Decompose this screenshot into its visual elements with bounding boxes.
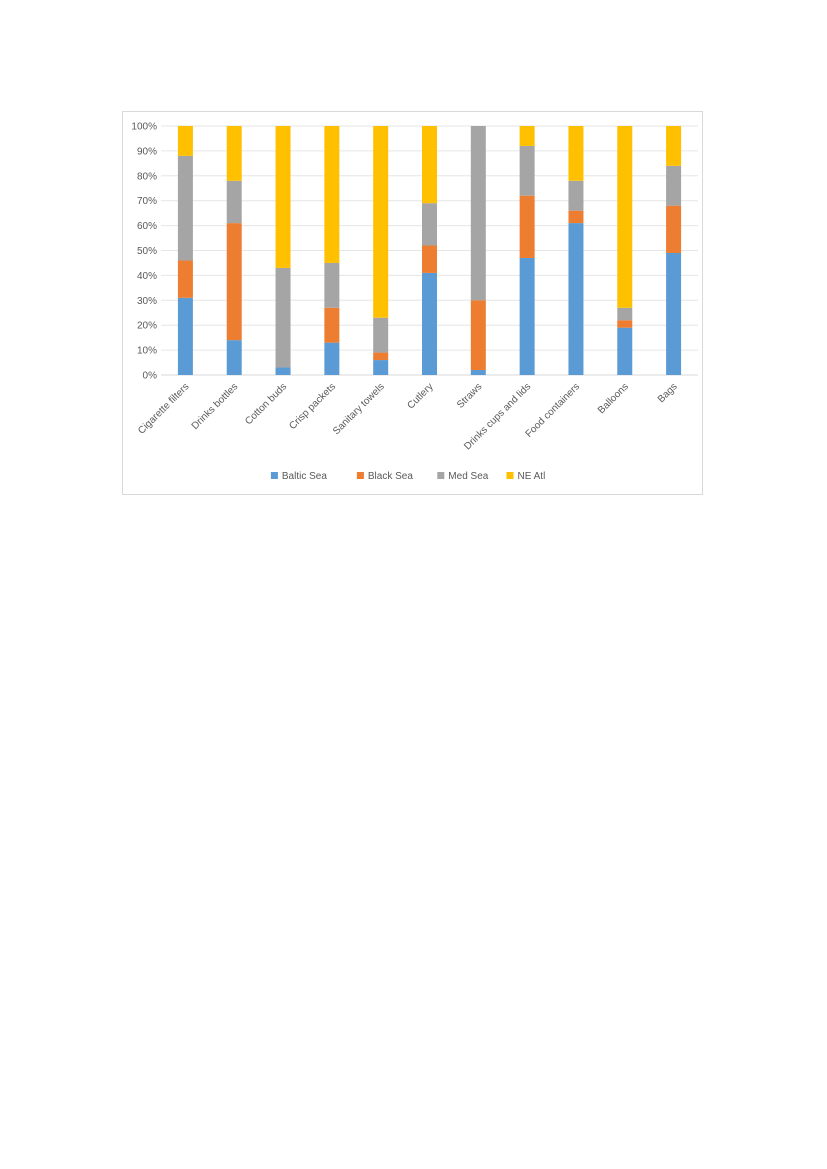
bar-segment (519, 126, 535, 146)
x-tick-label: Sanitary towels (331, 381, 387, 437)
bar-segment (275, 126, 291, 268)
bar-segment (177, 155, 193, 261)
x-tick-label: Food containers (524, 381, 582, 439)
y-tick-label: 30% (137, 296, 157, 307)
stacked-bar-chart: 0% 10% 20% 30% 40% 50% 60% 70% 80% 90% 100% Cigaret… (131, 122, 698, 482)
bar-segment (226, 180, 242, 224)
bar-segment (226, 126, 242, 181)
bar-segment (422, 272, 437, 375)
bar-segment (568, 126, 584, 181)
bar-segment (324, 342, 340, 375)
legend-swatch (356, 472, 364, 479)
bar-segment (666, 165, 682, 206)
legend-swatch (506, 472, 514, 479)
y-tick-label: 40% (137, 271, 157, 282)
legend-label: NE Atl (518, 471, 546, 482)
bar-segment (568, 180, 584, 211)
y-tick-label: 0% (143, 371, 158, 382)
bar-segment (470, 370, 486, 375)
y-tick-label: 20% (137, 321, 157, 332)
bar-segment (568, 223, 584, 375)
y-tick-label: 80% (137, 171, 157, 182)
y-tick-label: 60% (137, 221, 157, 232)
bar-segment (177, 260, 193, 298)
bar-segment (422, 126, 437, 204)
bar-segment (226, 340, 242, 375)
bar-segment (617, 126, 633, 308)
y-tick-label: 70% (137, 196, 157, 207)
x-tick-label: Bags (656, 381, 680, 405)
y-tick-label: 50% (137, 246, 157, 257)
x-tick-label: Straws (455, 381, 484, 410)
bar-segment (422, 245, 437, 273)
x-tick-label: Balloons (596, 381, 631, 416)
bar-segment (373, 126, 389, 318)
bar-segment (324, 126, 340, 263)
bar-segment (177, 126, 193, 156)
legend-label: Black Sea (368, 471, 413, 482)
legend-label: Med Sea (448, 471, 488, 482)
x-tick-label: Cutlery (405, 381, 435, 411)
bar-segment (177, 297, 193, 375)
bar-segment (470, 126, 486, 301)
bar-segment (226, 223, 242, 341)
bar-segment (422, 203, 437, 246)
bar-segment (666, 126, 682, 166)
y-tick-label: 90% (137, 146, 157, 157)
bar-segment (666, 252, 682, 375)
y-tick-label: 100% (131, 122, 157, 133)
bar-segment (568, 210, 584, 224)
bar-segment (275, 367, 291, 375)
x-tick-label: Crisp packets (287, 381, 338, 432)
legend-label: Baltic Sea (282, 471, 327, 482)
bar-segment (373, 352, 389, 361)
x-tick-label: Drinks bottles (190, 381, 241, 432)
x-tick-label: Cigarette filters (136, 381, 191, 436)
bar-segment (519, 145, 535, 196)
bar-segment (617, 327, 633, 375)
bar-segment (519, 195, 535, 258)
bar-segment (275, 267, 291, 368)
bar-segment (519, 257, 535, 375)
bar-segment (666, 205, 682, 253)
legend-swatch (270, 472, 278, 479)
bar-segment (373, 360, 389, 375)
legend-swatch (437, 472, 445, 479)
bar-segment (324, 307, 340, 343)
y-tick-label: 10% (137, 346, 157, 357)
bar-segment (470, 300, 486, 371)
bar-segment (617, 307, 633, 321)
chart-frame: 0% 10% 20% 30% 40% 50% 60% 70% 80% 90% 100% Cigaret… (122, 111, 703, 495)
bar-segment (617, 320, 633, 328)
bar-segment (324, 262, 340, 308)
bar-segment (373, 317, 389, 353)
x-tick-label: Cotton buds (243, 381, 289, 427)
